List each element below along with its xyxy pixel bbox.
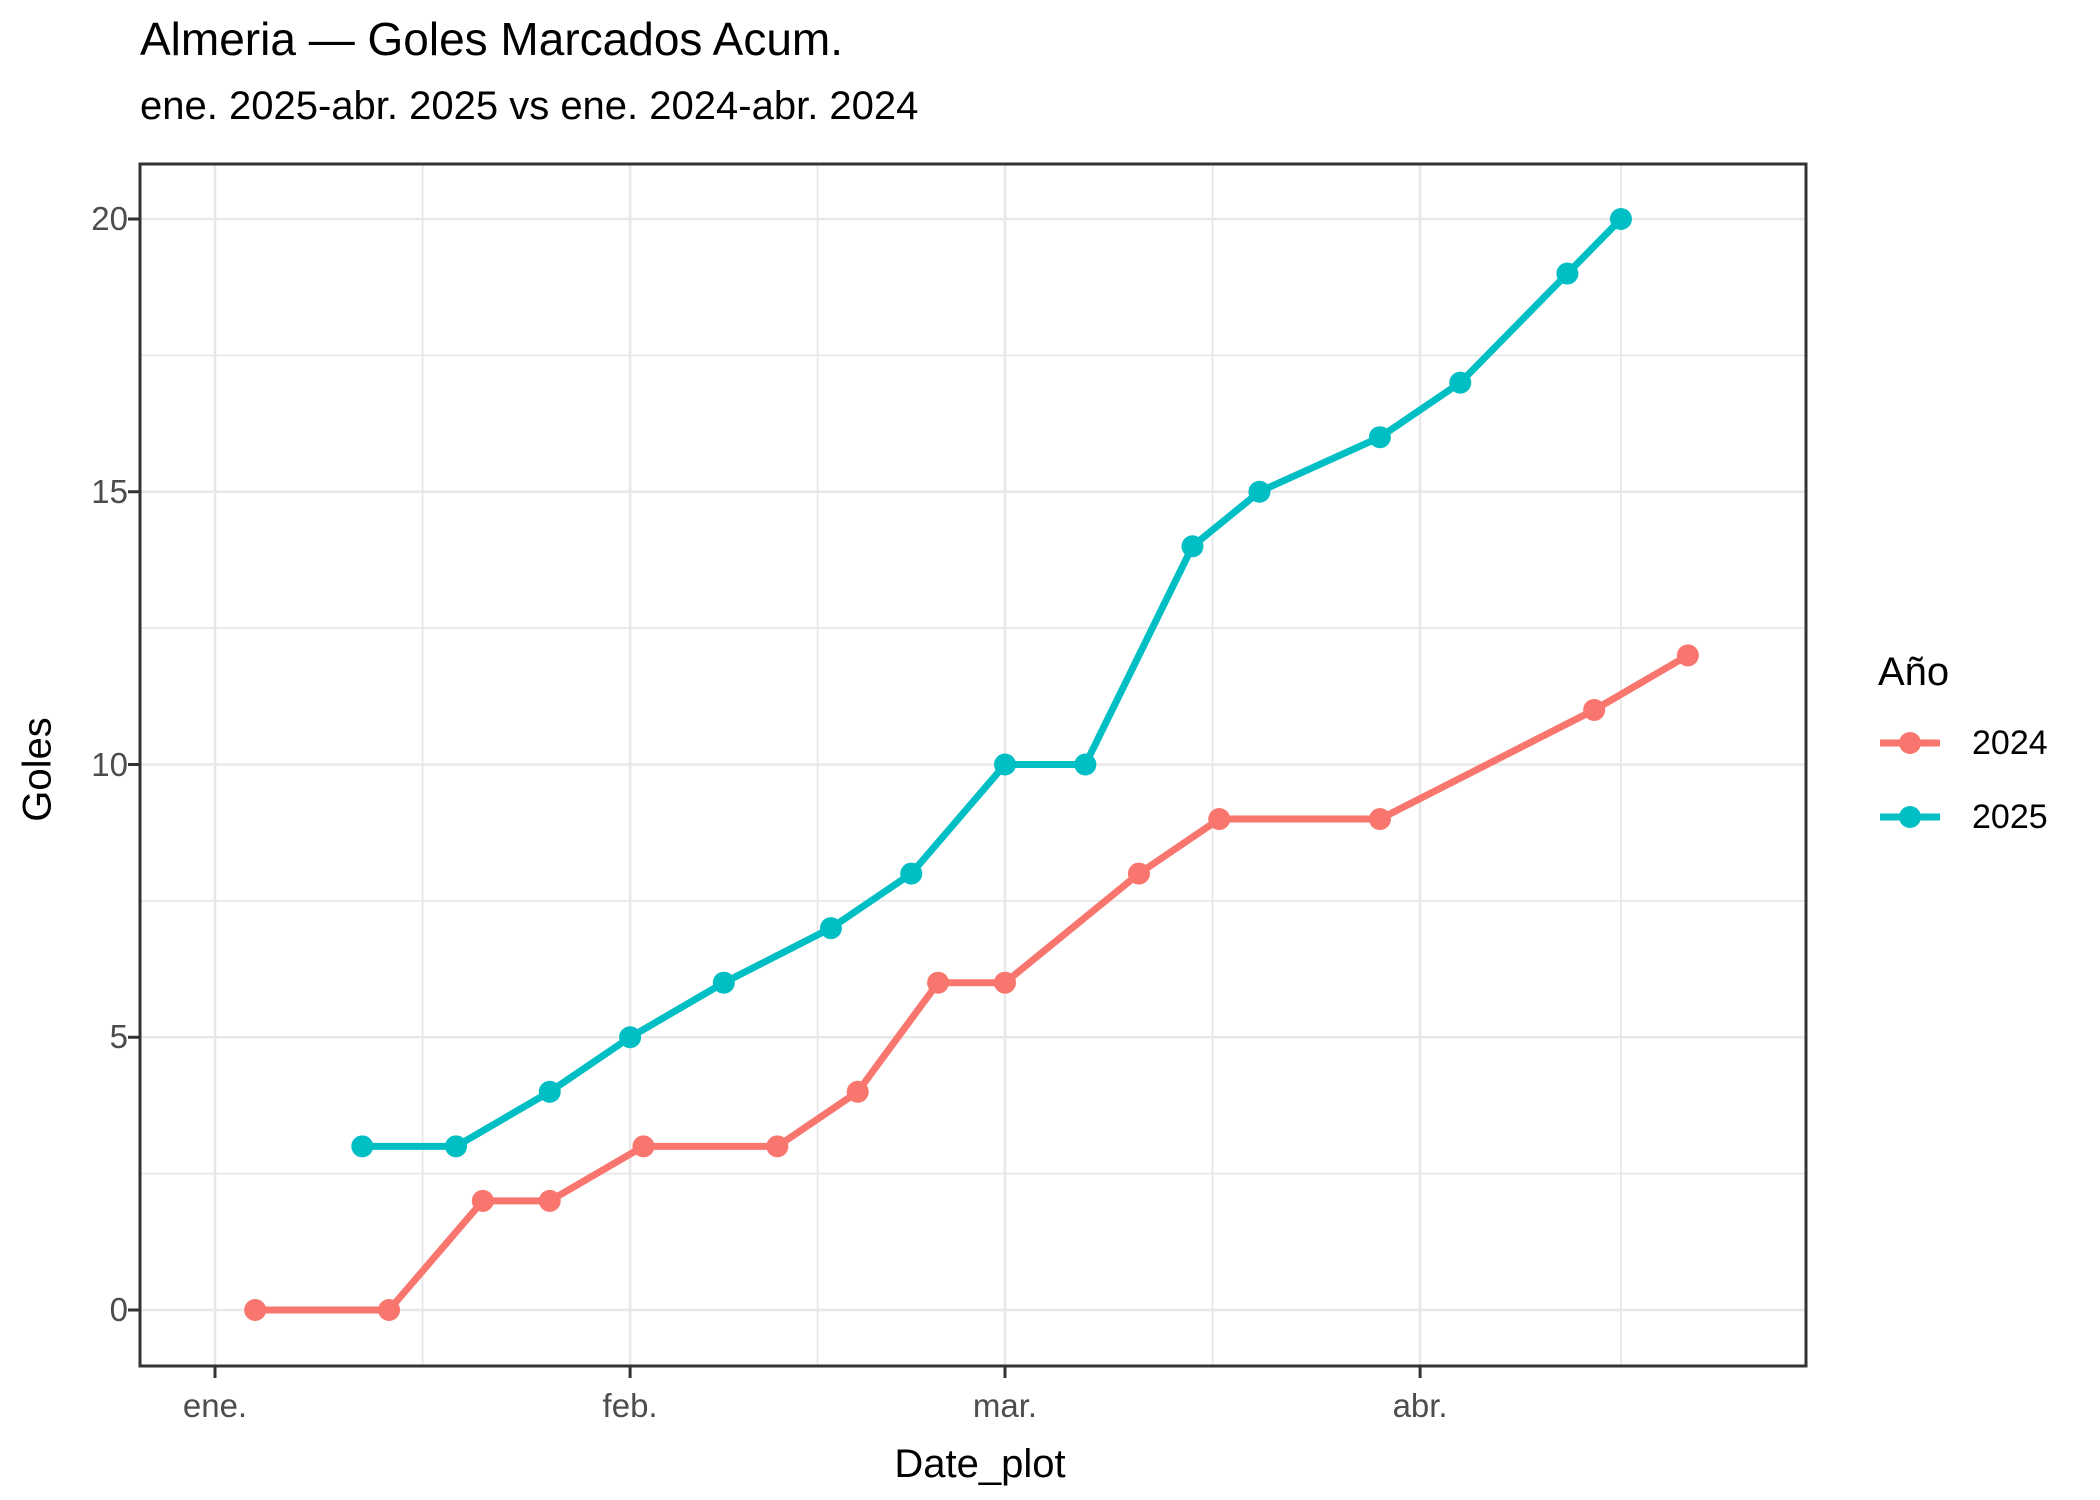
data-point-2025 xyxy=(994,753,1017,776)
data-point-2024 xyxy=(538,1189,561,1212)
data-point-2024 xyxy=(1208,808,1231,831)
legend-entry-2024: 2024 xyxy=(1878,723,2098,763)
chart-title: Almeria — Goles Marcados Acum. xyxy=(140,13,844,65)
legend: Año 2024 2025 xyxy=(1878,650,2098,871)
y-tick-label: 15 xyxy=(91,472,128,510)
x-axis-title: Date_plot xyxy=(894,1442,1066,1486)
data-point-2024 xyxy=(1368,808,1391,831)
data-point-2024 xyxy=(766,1135,789,1158)
y-tick-label: 10 xyxy=(91,745,128,783)
legend-key-icon xyxy=(1880,806,1940,828)
y-tick-label: 20 xyxy=(91,200,128,237)
y-tick-label: 5 xyxy=(109,1018,128,1056)
data-point-2025 xyxy=(1368,426,1391,449)
data-point-2024 xyxy=(994,971,1017,994)
data-point-2025 xyxy=(1556,262,1579,285)
legend-entry-label: 2025 xyxy=(1972,797,2048,836)
data-point-2024 xyxy=(632,1135,655,1158)
legend-title: Año xyxy=(1878,650,1950,694)
x-tick-label: ene. xyxy=(182,1387,248,1424)
x-tick-label: abr. xyxy=(1392,1387,1448,1424)
legend-entries: 2024 2025 xyxy=(1878,723,2098,837)
legend-entry-2025: 2025 xyxy=(1878,797,2098,837)
data-point-2025 xyxy=(1248,480,1271,503)
legend-key-icon xyxy=(1880,732,1940,754)
data-point-2025 xyxy=(619,1026,642,1049)
y-tick-label: 0 xyxy=(109,1291,128,1328)
data-point-2024 xyxy=(471,1189,494,1212)
data-point-2025 xyxy=(712,971,735,994)
x-tick-label: mar. xyxy=(972,1387,1038,1424)
series-line-2025 xyxy=(362,216,1624,1150)
data-point-2024 xyxy=(1583,698,1606,721)
data-point-2025 xyxy=(819,917,842,940)
legend-entry-label: 2024 xyxy=(1972,723,2048,762)
data-point-2024 xyxy=(1676,644,1699,667)
data-point-2025 xyxy=(351,1135,374,1158)
data-point-2025 xyxy=(900,862,923,885)
data-point-2024 xyxy=(927,971,950,994)
data-point-2024 xyxy=(846,1080,869,1103)
data-point-2025 xyxy=(1181,535,1204,558)
data-point-2024 xyxy=(244,1299,267,1321)
data-point-2024 xyxy=(1127,862,1150,885)
data-point-2025 xyxy=(445,1135,468,1158)
x-tick-label: feb. xyxy=(602,1387,658,1424)
series-line-2024 xyxy=(255,652,1690,1314)
data-point-2024 xyxy=(378,1299,401,1321)
data-point-2025 xyxy=(1074,753,1097,776)
data-point-2025 xyxy=(1609,208,1632,230)
data-point-2025 xyxy=(538,1080,561,1103)
data-point-2025 xyxy=(1449,371,1472,394)
chart-subtitle: ene. 2025-abr. 2025 vs ene. 2024-abr. 20… xyxy=(140,84,919,128)
